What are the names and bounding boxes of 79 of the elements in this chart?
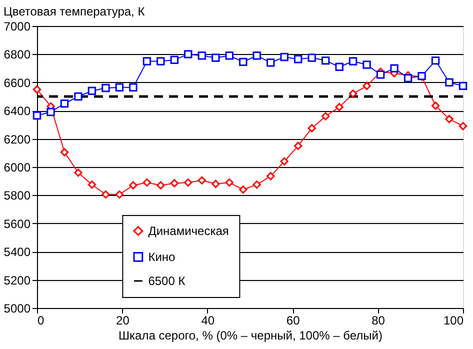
point <box>129 83 138 92</box>
legend-label: 6500 К <box>148 274 186 288</box>
point <box>170 179 179 188</box>
y-tick-label: 5400 <box>4 245 31 260</box>
point <box>212 180 220 188</box>
point <box>252 52 261 60</box>
point <box>321 56 330 65</box>
point <box>376 70 385 79</box>
point <box>129 181 138 190</box>
point <box>321 112 330 120</box>
point <box>184 178 192 187</box>
y-tick-label: 6600 <box>4 76 31 90</box>
point <box>458 82 468 90</box>
point <box>362 60 371 69</box>
point <box>88 86 96 95</box>
point <box>404 74 412 82</box>
point <box>335 62 344 71</box>
point <box>348 57 358 66</box>
point <box>212 54 220 62</box>
point <box>198 52 206 60</box>
point <box>308 124 316 132</box>
point <box>445 114 454 124</box>
point <box>156 57 165 66</box>
point <box>74 168 82 177</box>
point <box>184 50 192 58</box>
y-tick-label: 7000 <box>4 20 31 34</box>
point <box>252 180 261 189</box>
y-tick-label: 6800 <box>4 48 31 62</box>
point <box>115 83 124 92</box>
point <box>266 58 275 67</box>
point <box>294 142 302 150</box>
point <box>198 176 206 184</box>
x-tick-label: 20 <box>116 314 130 328</box>
point <box>335 102 344 112</box>
point <box>32 85 42 94</box>
point <box>239 58 248 66</box>
point <box>60 148 69 156</box>
x-tick-label: 40 <box>201 314 215 328</box>
x-tick-label: 0 <box>38 314 44 328</box>
point <box>445 78 454 87</box>
legend-label: Динамическая <box>148 224 229 238</box>
point <box>74 92 82 101</box>
point <box>239 185 248 194</box>
point <box>115 190 124 199</box>
point <box>88 180 96 189</box>
x-tick-label: 80 <box>372 314 386 328</box>
point <box>142 178 152 187</box>
point <box>308 54 316 62</box>
point <box>348 90 358 98</box>
y-tick-label: 6000 <box>4 160 31 174</box>
x-tick-label: 60 <box>286 314 300 328</box>
y-tick-label: 5000 <box>4 302 31 316</box>
point <box>225 52 234 60</box>
point <box>362 82 371 90</box>
y-tick-label: 5800 <box>4 188 31 203</box>
point <box>225 178 234 187</box>
point <box>266 172 275 180</box>
point <box>60 99 69 108</box>
point <box>458 122 468 130</box>
point <box>170 56 179 64</box>
point <box>431 56 440 65</box>
y-tick-label: 6200 <box>4 132 31 146</box>
x-axis-title: Шкала серого, % (0% – черный, 100% – белый) <box>118 328 382 342</box>
y-tick-label: 6400 <box>4 104 31 118</box>
legend-label: Кино <box>148 250 176 264</box>
point <box>431 102 440 110</box>
point <box>280 52 288 62</box>
point <box>102 190 110 199</box>
point <box>280 157 288 166</box>
y-tick-label: 5600 <box>4 216 31 231</box>
point <box>294 55 302 64</box>
point <box>46 108 55 116</box>
x-tick-label: 100 <box>443 314 464 328</box>
point <box>156 181 165 190</box>
point <box>142 57 152 66</box>
point <box>390 64 398 72</box>
point <box>102 84 110 92</box>
y-tick-label: 5200 <box>4 273 31 288</box>
y-axis-title: Цветовая температура, К <box>4 4 145 18</box>
